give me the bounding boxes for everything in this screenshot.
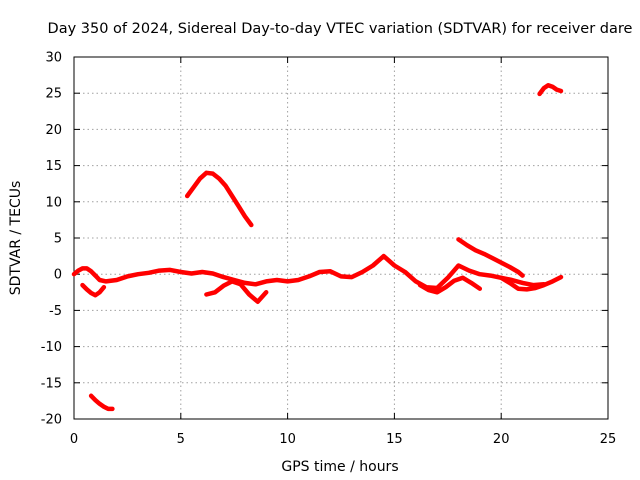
y-tick-label: 30 (45, 51, 62, 66)
x-tick-label: 25 (600, 432, 617, 447)
y-tick-label: -5 (49, 304, 62, 319)
y-axis-label: SDTVAR / TECUs (8, 181, 24, 296)
series-seg-tail-late (498, 274, 564, 292)
y-tick-label: 5 (54, 232, 62, 247)
x-tick-label: 5 (177, 432, 185, 447)
chart-title: Day 350 of 2024, Sidereal Day-to-day VTE… (48, 21, 633, 37)
series-seg-main-baseline (71, 253, 547, 291)
series-seg-dip-early (80, 282, 107, 298)
y-tick-label: -15 (41, 376, 62, 391)
y-tick-label: -10 (41, 340, 62, 355)
grid-lines (74, 57, 608, 419)
x-tick-label: 0 (70, 432, 78, 447)
series-seg-arc-day (184, 170, 254, 228)
y-tick-label: -20 (41, 413, 62, 428)
series-seg-low-start (88, 393, 115, 412)
x-axis-label: GPS time / hours (281, 459, 398, 475)
y-tick-label: 15 (45, 159, 62, 174)
series-seg-arc-top (537, 82, 564, 97)
series-seg-descend-late (456, 237, 525, 278)
x-tick-label: 10 (279, 432, 296, 447)
x-tick-label: 20 (493, 432, 510, 447)
y-tick-label: 25 (45, 87, 62, 102)
x-tick-label: 15 (386, 432, 403, 447)
axis-ticks: 0 5 10 15 20 25 -20 -15 -10 -5 0 5 10 15 20 25 30 (41, 51, 617, 448)
series-seg-dip-mid (204, 279, 269, 304)
series-seg-mid-cluster (417, 275, 483, 295)
series-group (71, 82, 564, 412)
y-tick-label: 20 (45, 123, 62, 138)
y-tick-label: 0 (54, 268, 62, 283)
y-tick-label: 10 (45, 195, 62, 210)
